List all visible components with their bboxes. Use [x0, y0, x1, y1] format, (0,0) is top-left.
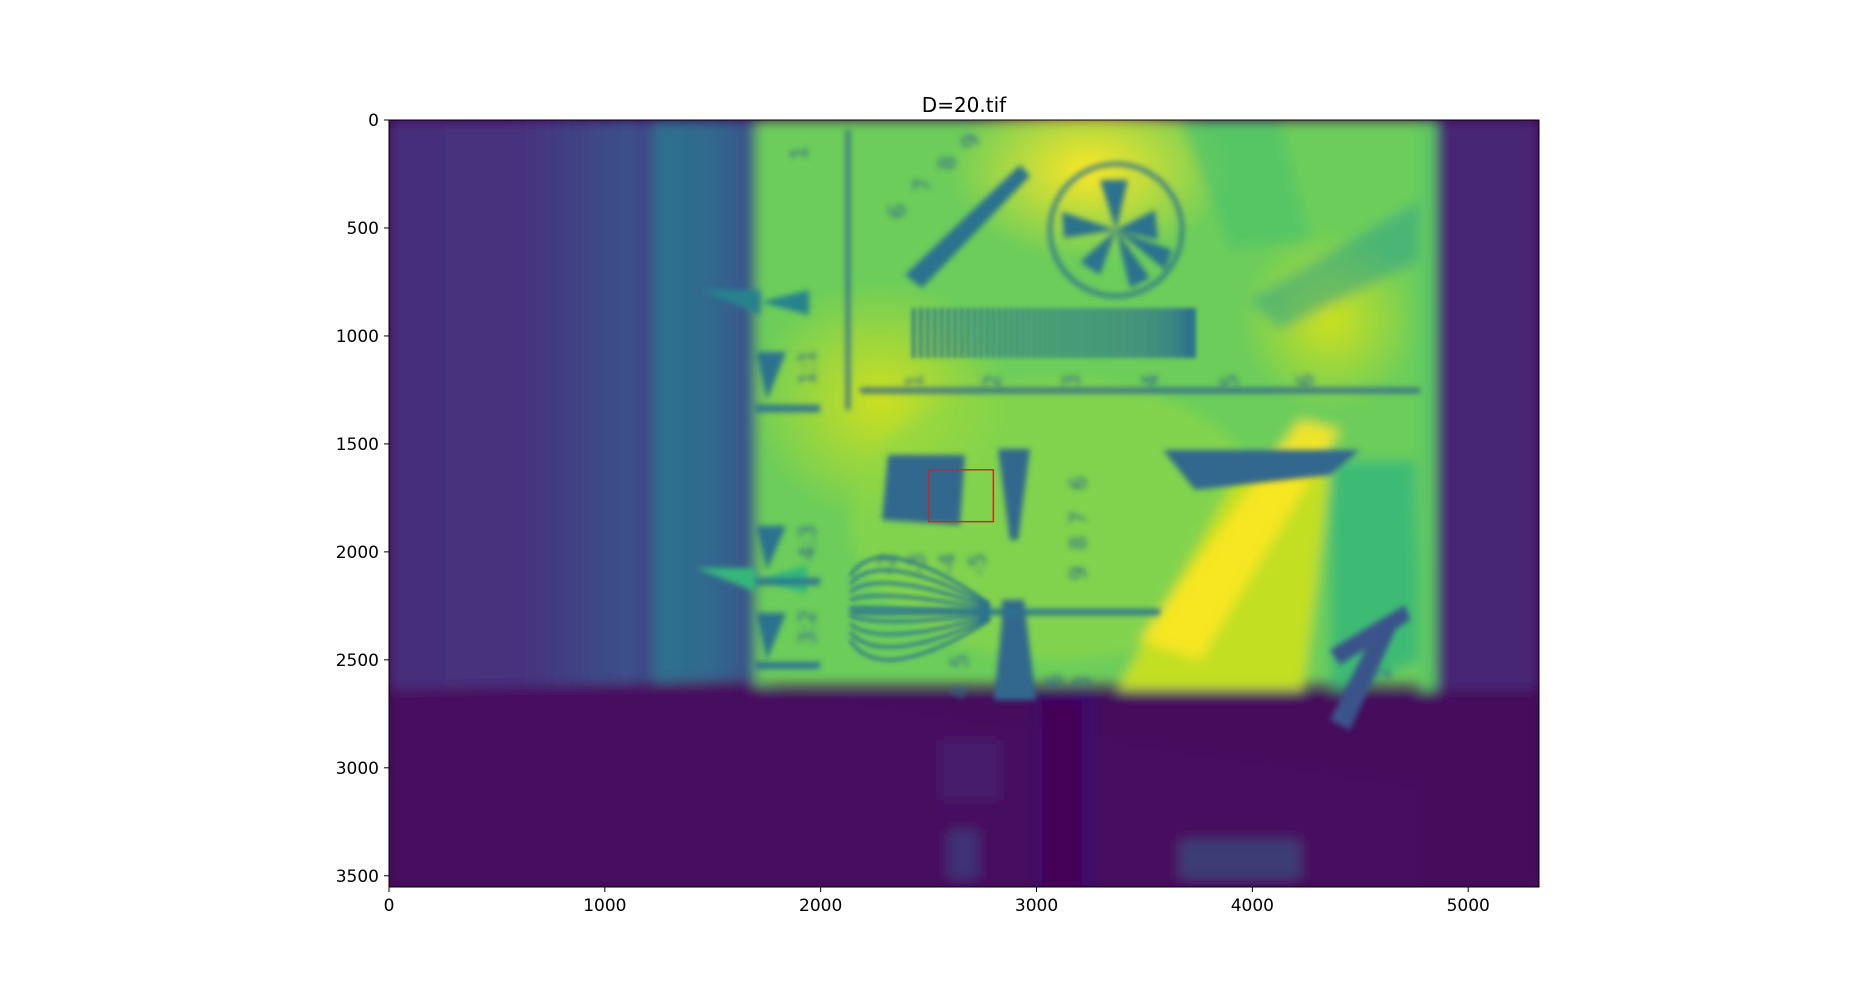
- x-tick-label: 1000: [583, 896, 626, 916]
- x-tick-label: 0: [384, 896, 395, 916]
- image-text: -3: [906, 553, 931, 575]
- y-tick-label: 3500: [336, 867, 379, 887]
- image-text: 4:3: [796, 525, 821, 560]
- y-tick-label: 0: [368, 111, 379, 131]
- image-text: 5: [1218, 374, 1243, 388]
- image-text: 2: [981, 374, 1006, 388]
- x-tick-label: 3000: [1015, 896, 1058, 916]
- image-text: 3:2: [796, 610, 821, 645]
- y-tick-label: 3000: [336, 759, 379, 779]
- image-text: 7: [911, 178, 936, 192]
- image-text: 6: [1067, 476, 1092, 490]
- image-text: -2: [876, 553, 901, 575]
- x-tick-label: 5000: [1447, 896, 1490, 916]
- image-text: 8: [936, 156, 961, 170]
- image-text: -4: [936, 553, 961, 575]
- x-tick-label: 2000: [799, 896, 842, 916]
- roi-rectangle: [927, 469, 995, 523]
- chart-title: D=20.tif: [922, 93, 1007, 117]
- image-text: 2: [1371, 666, 1396, 680]
- y-tick-label: 1500: [336, 435, 379, 455]
- image-text: 5: [948, 654, 973, 668]
- image-text: 3: [1071, 676, 1096, 690]
- y-tick-label: 2500: [336, 651, 379, 671]
- heatmap-image: 1 1:1 4:3 3:2 1 2 3 4 5 6 6 7 8 9 -2 -3 …: [389, 120, 1539, 887]
- x-axis: 0 1000 2000 3000 4000 5000: [384, 887, 1490, 916]
- image-text: 9: [1067, 566, 1092, 580]
- image-text: 1:1: [796, 350, 821, 385]
- image-text: 1: [903, 374, 928, 388]
- axes-frame: [388, 119, 1540, 888]
- image-text: 4: [1139, 374, 1164, 388]
- image-text: 8: [1067, 536, 1092, 550]
- x-tick-label: 4000: [1231, 896, 1274, 916]
- fan-lines: [848, 556, 991, 662]
- image-text: 4: [948, 686, 973, 700]
- y-tick-label: 500: [347, 219, 379, 239]
- y-axis: 0 500 1000 1500 2000 2500 3000 3500: [336, 111, 389, 887]
- image-text: 3: [1060, 374, 1085, 388]
- image-text: 6: [1043, 674, 1068, 688]
- image-text: -5: [966, 553, 991, 575]
- image-text: 6: [1294, 374, 1319, 388]
- image-text: 7: [1067, 511, 1092, 525]
- resolution-bars: [912, 308, 1196, 358]
- image-text: 1: [788, 146, 813, 160]
- chart-printed-text: 1 1:1 4:3 3:2 1 2 3 4 5 6 6 7 8 9 -2 -3 …: [788, 134, 1396, 700]
- image-text: 9: [959, 134, 984, 148]
- y-tick-label: 2000: [336, 543, 379, 563]
- y-tick-label: 1000: [336, 327, 379, 347]
- image-text: 6: [886, 204, 911, 218]
